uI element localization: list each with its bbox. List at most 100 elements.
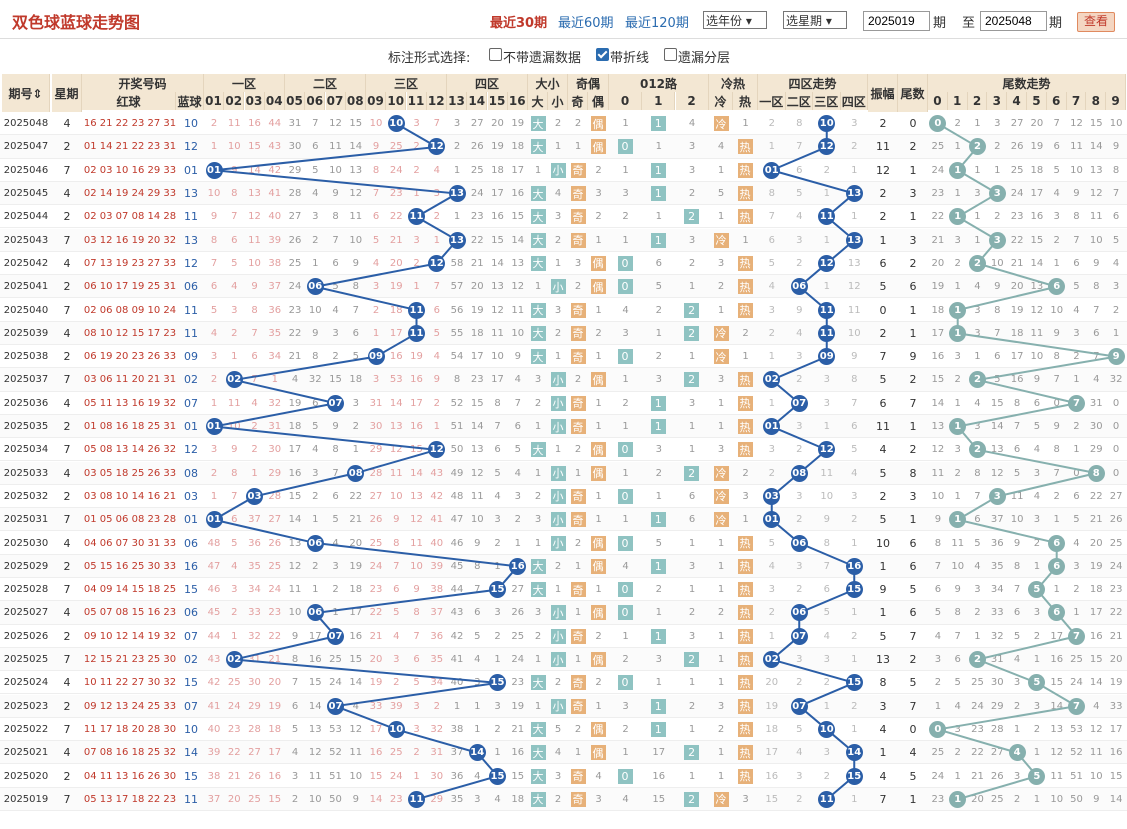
big-small-mark-badge: 大 (530, 791, 546, 807)
tail-ball-icon: 5 (1028, 767, 1046, 785)
recent-30-link[interactable]: 最近30期 (490, 16, 548, 31)
header-zone: 三区 (366, 74, 447, 92)
missing-value: 2 (210, 118, 218, 130)
to-issue-input[interactable] (980, 11, 1047, 31)
missing-value: 30 (369, 421, 383, 433)
missing-value: 3 (796, 654, 803, 666)
tail-ball-icon: 0 (929, 115, 947, 133)
header-num: 12 (426, 92, 447, 110)
missing-value: 2 (595, 164, 602, 176)
blue-ball-cell: 11 (184, 303, 198, 317)
missing-value: 2 (312, 490, 319, 502)
missing-value: 3 (688, 630, 696, 642)
missing-value: 7 (796, 141, 803, 153)
blue-ball-cell: 03 (184, 489, 198, 503)
missing-value: 2 (312, 234, 319, 246)
missing-value: 2 (1053, 490, 1060, 502)
missing-value: 3 (574, 257, 582, 269)
missing-value: 16 (268, 770, 282, 782)
missing-value: 1 (433, 234, 440, 246)
recent-60-link[interactable]: 最近60期 (558, 16, 614, 31)
issue-cell: 2025021 (3, 747, 49, 759)
red-balls-cell: 02 03 07 08 14 28 (83, 211, 177, 223)
amplitude-cell: 10 (876, 536, 890, 550)
missing-value: 3 (210, 444, 218, 456)
mod3-mark: 0 (615, 671, 635, 694)
missing-value: 8 (823, 537, 830, 549)
layer-checkbox[interactable] (664, 48, 677, 61)
blue-ball-marker: 11 (407, 298, 427, 321)
missing-value: 20 (1030, 118, 1044, 130)
tail-ball-marker: 3 (987, 485, 1007, 508)
missing-value: 15 (1089, 654, 1103, 666)
missing-value: 19 (1030, 141, 1044, 153)
missing-value: 3 (494, 607, 501, 619)
header-odd: 奇 (568, 92, 588, 110)
odd-even-mark-badge: 偶 (590, 745, 606, 761)
tail-cell: 2 (909, 653, 917, 667)
missing-value: 24 (470, 188, 484, 200)
header-digit: 8 (1086, 92, 1107, 110)
missing-value: 47 (207, 560, 221, 572)
missing-value: 20 (470, 281, 484, 293)
recent-120-link[interactable]: 最近120期 (625, 16, 689, 31)
missing-value: 2 (332, 351, 339, 363)
blue-ball-cell: 10 (184, 117, 198, 131)
missing-value: 50 (329, 793, 342, 805)
missing-value: 37 (248, 514, 261, 526)
missing-value: 14 (1030, 257, 1044, 269)
missing-value: 7 (1013, 421, 1021, 433)
missing-value: 3 (312, 211, 319, 223)
missing-value: 30 (248, 677, 261, 689)
missing-value: 32 (248, 630, 261, 642)
zone-ball-marker: 08 (786, 462, 814, 485)
big-small-mark-badge: 小 (550, 512, 566, 528)
missing-value: 2 (1053, 234, 1060, 246)
blue-ball-marker: 08 (346, 462, 366, 485)
missing-value: 9 (231, 444, 238, 456)
missing-value: 3 (1033, 700, 1041, 712)
blue-ball-icon: 01 (205, 161, 223, 179)
blue-ball-marker: 01 (204, 415, 224, 438)
missing-value: 15 (1109, 770, 1123, 782)
issue-cell: 2025027 (3, 607, 49, 619)
missing-value: 26 (990, 770, 1004, 782)
odd-even-mark-badge: 偶 (590, 255, 606, 271)
missing-value: 8 (332, 211, 339, 223)
no-missing-checkbox[interactable] (489, 48, 502, 61)
missing-value: 9 (433, 374, 440, 386)
missing-value: 11 (847, 304, 861, 316)
view-button[interactable]: 查看 (1077, 12, 1115, 32)
option-label: 标注形式选择: (388, 51, 471, 66)
missing-value: 44 (207, 630, 221, 642)
missing-value: 8 (1073, 211, 1080, 223)
week-select[interactable]: 选星期 ▾ (783, 11, 847, 29)
hot-cold-mark-badge: 热 (737, 675, 753, 691)
blue-ball-cell: 16 (184, 559, 198, 573)
week-cell: 4 (63, 117, 71, 131)
year-select[interactable]: 选年份 ▾ (703, 11, 767, 29)
tail-ball-icon: 6 (1048, 557, 1066, 575)
missing-value: 14 (511, 234, 525, 246)
missing-value: 24 (931, 164, 945, 176)
missing-value: 25 (227, 677, 241, 689)
week-cell: 2 (63, 280, 71, 294)
missing-value: 8 (851, 374, 858, 386)
mod3-mark: 0 (615, 578, 635, 601)
from-issue-input[interactable] (863, 11, 930, 31)
missing-value: 3 (768, 304, 775, 316)
missing-value: 5 (717, 188, 725, 200)
missing-value: 1 (1033, 654, 1041, 666)
missing-value: 1 (974, 164, 981, 176)
blue-ball-icon: 03 (246, 487, 263, 505)
missing-value: 2 (494, 630, 501, 642)
tail-ball-icon: 4 (1008, 744, 1026, 762)
tail-cell: 5 (909, 676, 917, 690)
missing-value: 1 (595, 351, 602, 363)
missing-value: 12 (410, 514, 423, 526)
missing-value: 5 (655, 281, 662, 293)
missing-value: 22 (227, 747, 241, 759)
week-cell: 7 (63, 233, 71, 247)
polyline-checkbox[interactable] (596, 48, 609, 61)
missing-value: 10 (349, 234, 363, 246)
